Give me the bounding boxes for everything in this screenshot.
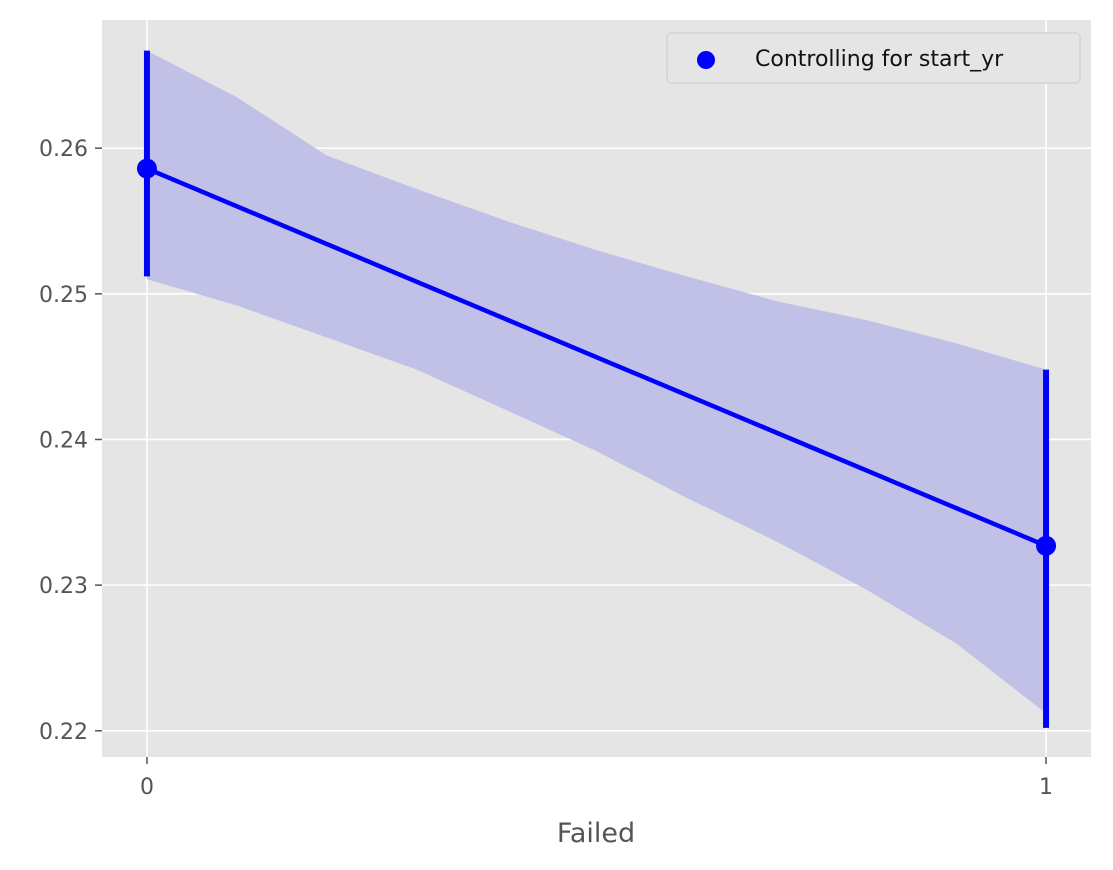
y-axis-ticks: 0.22 0.23 0.24 0.25 0.26 (39, 137, 102, 745)
y-tick-label: 0.25 (39, 283, 88, 308)
y-tick-label: 0.23 (39, 574, 88, 599)
ci-band-area (147, 50, 1046, 714)
y-tick-label: 0.26 (39, 137, 88, 162)
data-point (1036, 535, 1057, 556)
x-tick-label: 1 (1039, 775, 1053, 800)
x-tick-label: 0 (140, 775, 154, 800)
legend-label: Controlling for start_yr (755, 47, 1004, 72)
x-axis-label: Failed (557, 818, 635, 849)
y-tick-label: 0.22 (39, 720, 88, 745)
legend-marker (697, 51, 715, 69)
legend-box (666, 32, 1081, 84)
data-points (136, 158, 1057, 556)
y-tick-label: 0.24 (39, 428, 88, 453)
legend: Controlling for start_yr (666, 32, 1081, 84)
confidence-band (147, 50, 1046, 714)
series-line (146, 166, 1047, 548)
data-point (136, 158, 157, 179)
series-line-path (146, 166, 1047, 548)
